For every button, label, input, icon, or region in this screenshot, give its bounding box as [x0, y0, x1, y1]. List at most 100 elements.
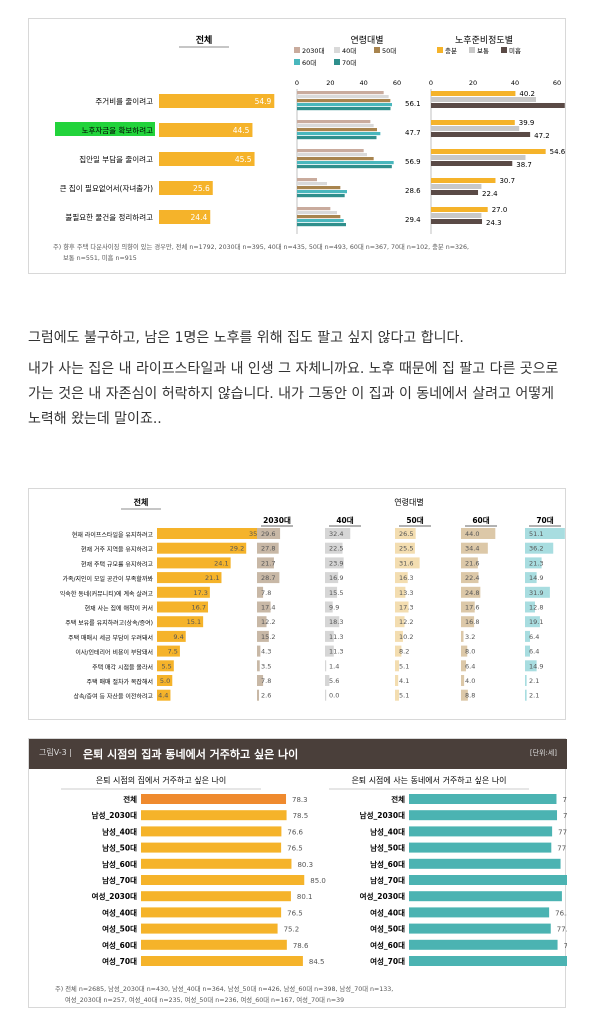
- bar-house: [141, 891, 291, 902]
- bar-age-value: 12.2: [261, 618, 275, 626]
- bar-house: [141, 858, 292, 869]
- bar-ready: [431, 103, 565, 108]
- category-label: 집안일 부담을 줄이려고: [79, 154, 153, 164]
- row-label: 이사/인테리어 비용이 부담돼서: [75, 649, 153, 657]
- age-value-label: 47.7: [405, 129, 421, 137]
- bar-age: [525, 675, 527, 686]
- bar-total-value: 21.1: [205, 574, 219, 582]
- section-title-age: 연령대별: [350, 34, 383, 46]
- bar-age-value: 23.9: [329, 559, 343, 567]
- bar-age-value: 2.1: [529, 692, 539, 700]
- bar-value-neighborhood: 77.3: [557, 845, 567, 853]
- axis-tick-age: 20: [326, 79, 334, 87]
- bar-age: [297, 178, 317, 182]
- bar-age: [297, 99, 391, 103]
- bar-value-house: 78.3: [292, 796, 308, 804]
- bar-age-value: 7.8: [261, 589, 271, 597]
- bar-age-value: 12.2: [399, 618, 413, 626]
- bar-age: [395, 689, 399, 701]
- bar-total-value: 24.4: [191, 213, 208, 222]
- bar-age: [395, 645, 402, 657]
- panel-title-neighborhood: 은퇴 시점에 사는 동네에서 거주하고 싶은 나이: [351, 775, 506, 785]
- bar-age-value: 17.3: [399, 604, 413, 612]
- category-label: 여성_60대: [370, 940, 405, 950]
- bar-age: [257, 601, 271, 613]
- bar-total: [157, 586, 210, 598]
- downsizing-reasons-chart: 전체 연령대별 노후준비정도별 2030대 40대 50대 60대 70대 충분 보통 미흡 0 0 20…: [28, 18, 584, 274]
- bar-age-value: 9.9: [329, 604, 339, 612]
- bar-total: [159, 210, 211, 224]
- bar-age-value: 5.1: [399, 692, 409, 700]
- paragraph-2: 내가 사는 집은 내 라이프스타일과 내 인생 그 자체니까요. 노후 때문에 …: [28, 361, 559, 427]
- bar-age: [461, 616, 475, 628]
- bar-age-value: 2.1: [529, 677, 539, 685]
- bar-age: [297, 207, 331, 211]
- bar-value-neighborhood: 79.4: [563, 812, 567, 820]
- bar-age-value: 26.5: [399, 530, 413, 538]
- chart1-note-line1: 주) 향후 주택 다운사이징 의향이 있는 경우만, 전체 n=1792, 20…: [53, 242, 469, 251]
- bar-value-house: 75.2: [284, 926, 300, 934]
- bar-total: [157, 675, 173, 686]
- legend-swatch-ready: [501, 47, 507, 53]
- bar-age-value: 10.2: [399, 633, 413, 641]
- bar-total-value: 16.7: [192, 604, 206, 612]
- bar-age-value: 13.3: [399, 589, 413, 597]
- bar-age: [297, 103, 392, 107]
- bar-age: [461, 557, 478, 569]
- legend-label-ready: 보통: [477, 47, 489, 55]
- bar-age: [395, 601, 409, 613]
- bar-ready: [431, 126, 520, 131]
- bar-total-value: 9.4: [173, 633, 183, 641]
- age-column-header: 60대: [472, 515, 489, 525]
- bar-age: [395, 557, 420, 569]
- bar-total: [157, 572, 222, 584]
- bar-age-value: 11.3: [329, 633, 343, 641]
- bar-age-value: 14.9: [529, 574, 543, 582]
- bar-age: [257, 616, 267, 628]
- bar-age-value: 16.9: [329, 574, 343, 582]
- bar-ready: [431, 178, 496, 183]
- ready-value-label-bottom: 24.3: [486, 219, 502, 227]
- bar-age-value: 8.8: [465, 692, 475, 700]
- bar-age-value: 8.2: [399, 648, 409, 656]
- bar-house: [141, 907, 282, 918]
- bar-age: [525, 660, 537, 672]
- bar-total-value: 54.9: [255, 97, 272, 106]
- bar-total-value: 29.2: [230, 545, 244, 553]
- bar-house: [141, 826, 282, 837]
- bar-age: [325, 645, 334, 657]
- category-label: 여성_50대: [102, 924, 137, 934]
- legend-swatch-age: [374, 47, 380, 53]
- bar-ready: [431, 219, 483, 224]
- bar-age-value: 4.3: [261, 648, 271, 656]
- bar-value-house: 78.6: [293, 942, 309, 950]
- category-label: 남성_2030대: [360, 810, 405, 820]
- chart1-note-line2: 보통 n=551, 미흡 n=915: [63, 253, 137, 262]
- keep-house-reasons-chart: 전체 연령대별 2030대 40대 50대 60대 70대 현재 라이프스타일을 유지하려고 3…: [28, 488, 566, 720]
- row-label: 상속/증여 등 자산을 이전하려고: [73, 693, 153, 701]
- bar-age: [297, 124, 374, 128]
- bar-age: [325, 675, 330, 686]
- bar-age: [461, 630, 464, 642]
- bar-age-value: 7.8: [261, 677, 271, 685]
- bar-age: [525, 645, 530, 657]
- bar-age: [525, 557, 542, 569]
- bar-age-value: 12.8: [529, 604, 543, 612]
- legend-swatch-age: [294, 47, 300, 53]
- category-label: 불필요한 물건을 정리하려고: [65, 212, 153, 222]
- bar-total: [159, 181, 213, 195]
- bar-age: [525, 528, 565, 539]
- bar-age: [525, 572, 537, 584]
- row-label: 주택 보유를 유지하려고(상속/증여): [65, 619, 153, 627]
- bar-age: [525, 542, 554, 554]
- bar-total: [157, 645, 180, 657]
- bar-ready: [431, 155, 526, 160]
- ready-value-label-top: 39.9: [519, 119, 535, 127]
- category-label: 남성_60대: [370, 859, 405, 869]
- bar-age-value: 44.0: [465, 530, 479, 538]
- chart3-note-line1: 주) 전체 n=2685, 남성_2030대 n=430, 남성_40대 n=3…: [55, 984, 393, 993]
- age-column-header: 70대: [536, 515, 553, 525]
- category-label: 여성_2030대: [360, 891, 405, 901]
